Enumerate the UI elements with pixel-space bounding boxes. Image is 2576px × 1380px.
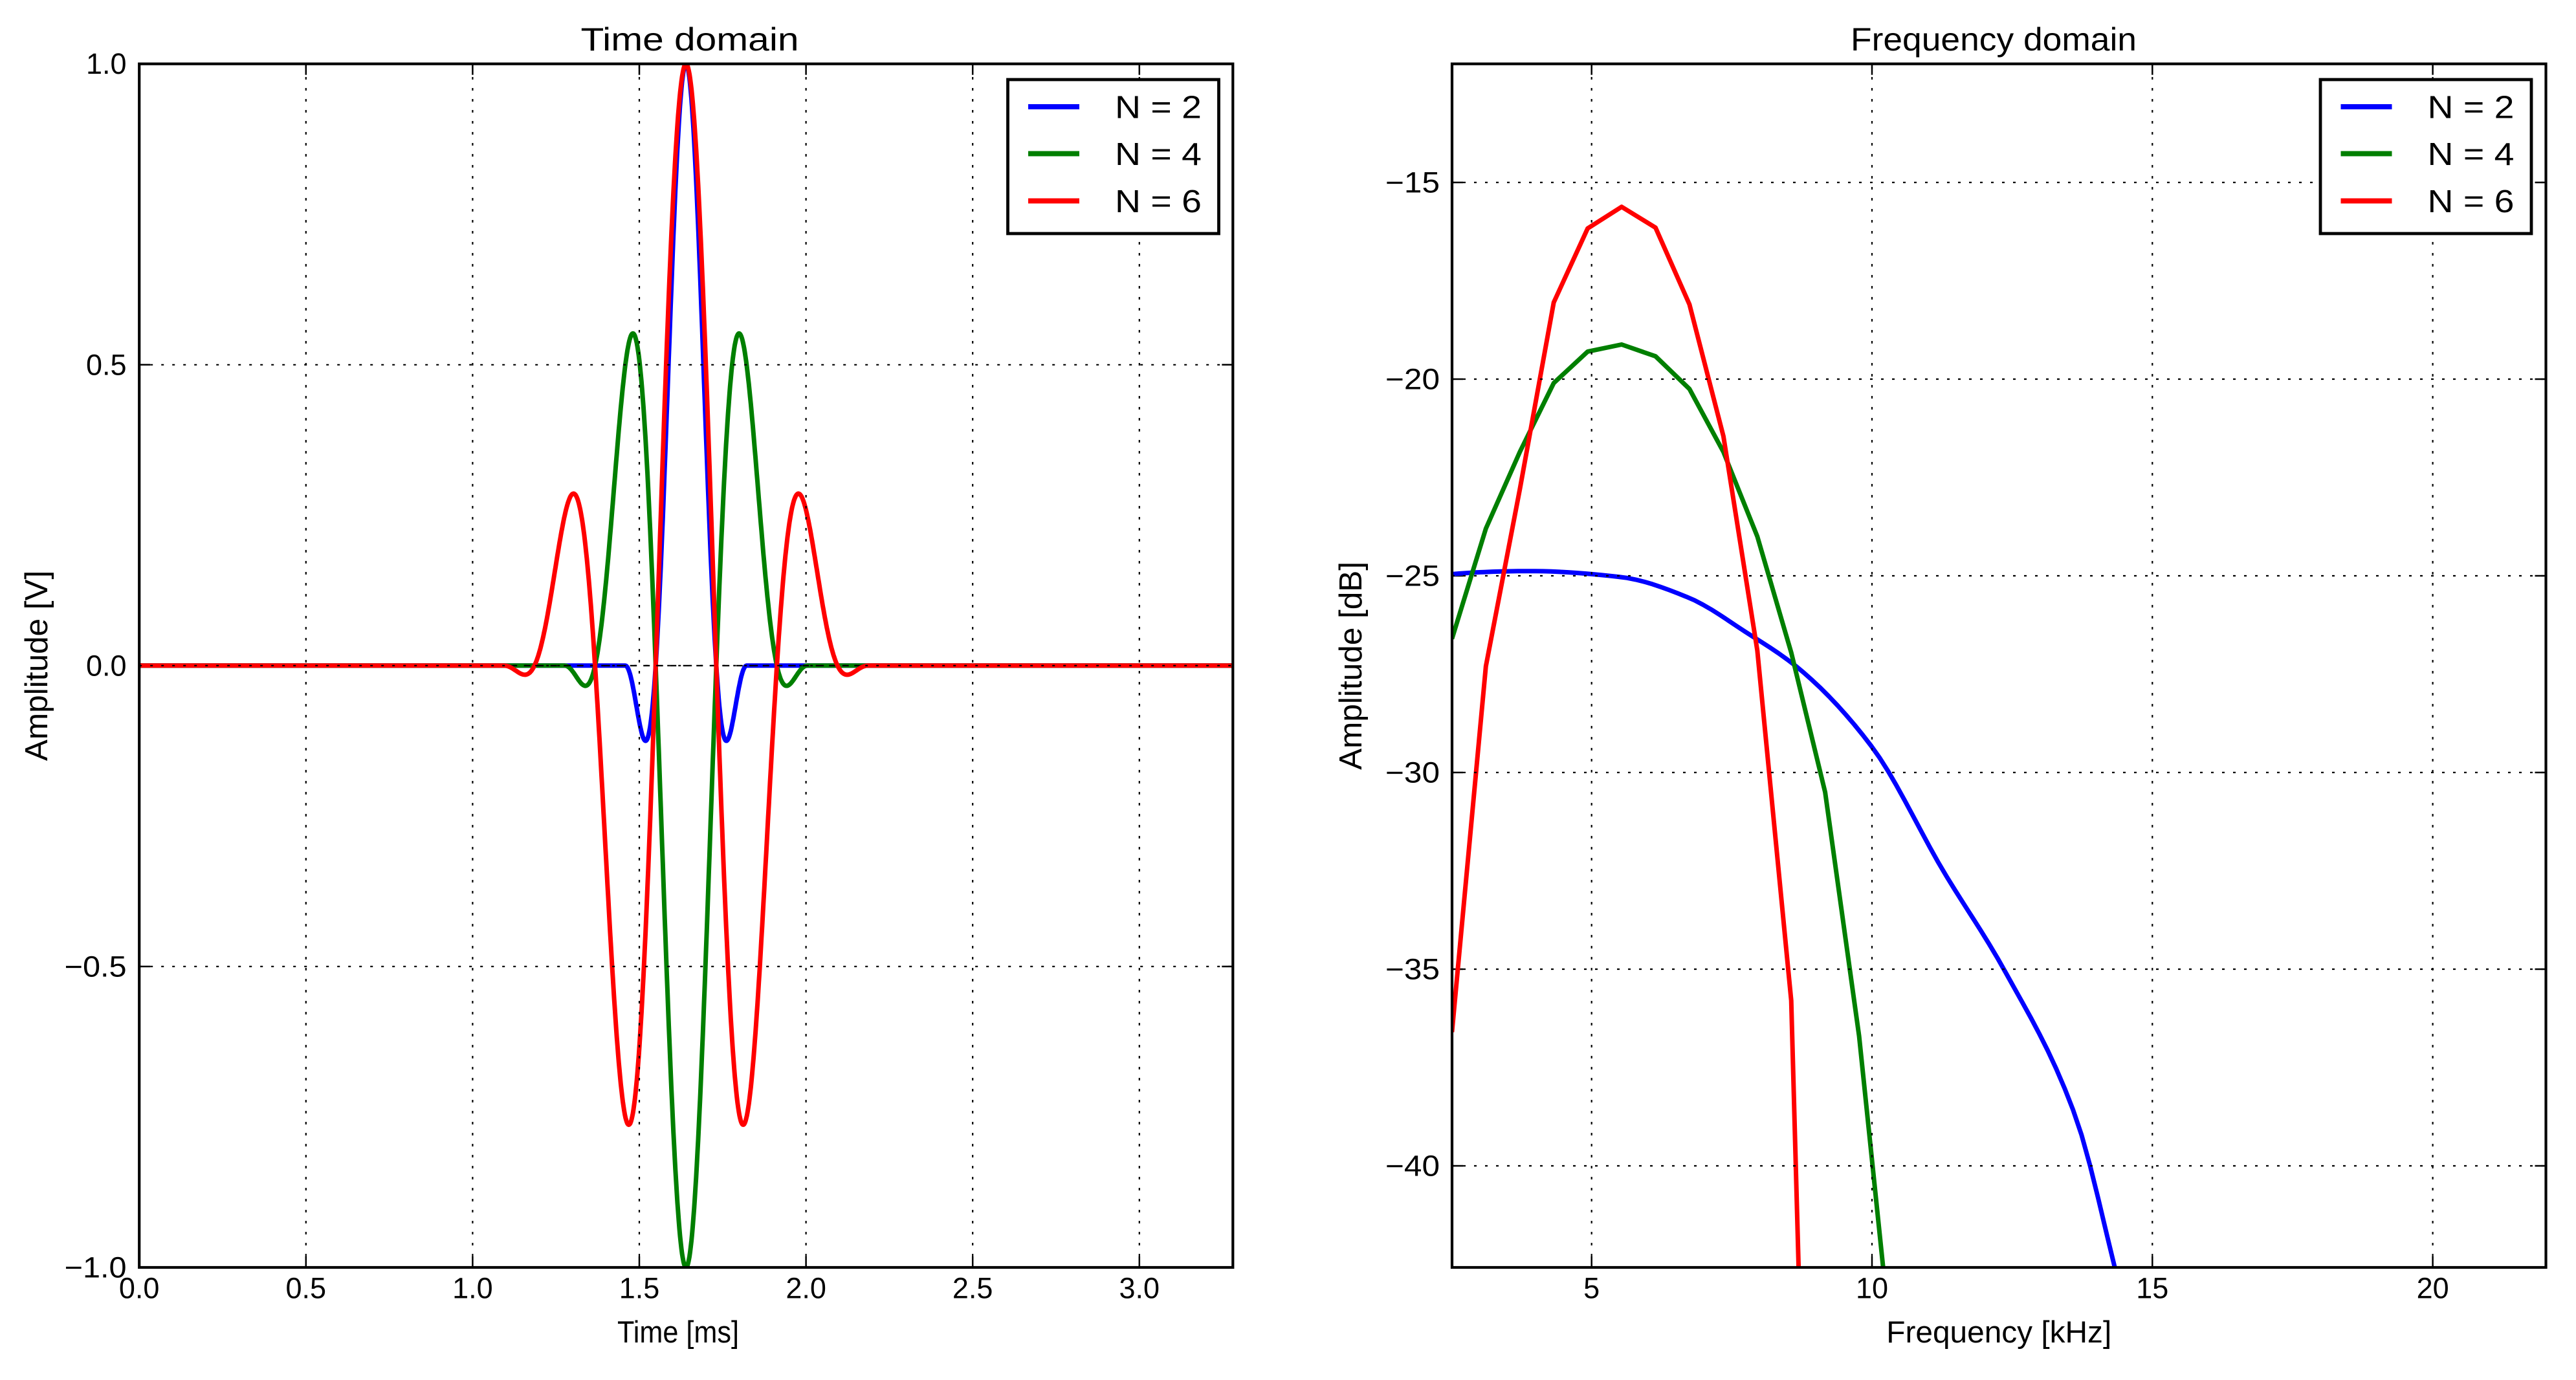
svg-text:−20: −20 [1385, 363, 1440, 396]
svg-text:Amplitude [V]: Amplitude [V] [19, 571, 54, 761]
svg-text:−25: −25 [1385, 560, 1440, 593]
svg-text:20: 20 [2417, 1272, 2449, 1305]
svg-text:0.5: 0.5 [286, 1272, 327, 1305]
svg-text:−15: −15 [1385, 166, 1440, 199]
svg-text:0.5: 0.5 [86, 348, 127, 381]
svg-text:0.0: 0.0 [119, 1272, 160, 1305]
svg-text:−35: −35 [1385, 953, 1440, 986]
svg-text:Time [ms]: Time [ms] [617, 1315, 739, 1349]
svg-text:10: 10 [1856, 1272, 1888, 1305]
svg-text:N = 6: N = 6 [1115, 184, 1202, 219]
svg-text:15: 15 [2136, 1272, 2168, 1305]
svg-text:−0.5: −0.5 [65, 950, 127, 983]
svg-text:5: 5 [1583, 1272, 1600, 1305]
svg-text:Frequency [kHz]: Frequency [kHz] [1886, 1315, 2111, 1349]
svg-text:0.0: 0.0 [86, 649, 127, 682]
svg-text:2.5: 2.5 [952, 1272, 993, 1305]
svg-text:Frequency domain: Frequency domain [1851, 21, 2137, 58]
svg-text:3.0: 3.0 [1119, 1272, 1160, 1305]
svg-text:Time domain: Time domain [581, 21, 799, 58]
svg-text:1.0: 1.0 [86, 47, 127, 80]
svg-text:2.0: 2.0 [786, 1272, 826, 1305]
svg-text:−30: −30 [1385, 756, 1440, 789]
svg-text:N = 2: N = 2 [2428, 89, 2515, 125]
svg-text:1.5: 1.5 [619, 1272, 660, 1305]
svg-text:N = 4: N = 4 [1115, 137, 1202, 172]
svg-text:N = 6: N = 6 [2428, 184, 2515, 219]
svg-text:−40: −40 [1385, 1150, 1440, 1183]
svg-text:Amplitude [dB]: Amplitude [dB] [1333, 562, 1369, 770]
svg-text:−1.0: −1.0 [65, 1251, 127, 1284]
svg-text:N = 2: N = 2 [1115, 89, 1202, 125]
svg-text:1.0: 1.0 [452, 1272, 493, 1305]
svg-text:N = 4: N = 4 [2428, 137, 2515, 172]
